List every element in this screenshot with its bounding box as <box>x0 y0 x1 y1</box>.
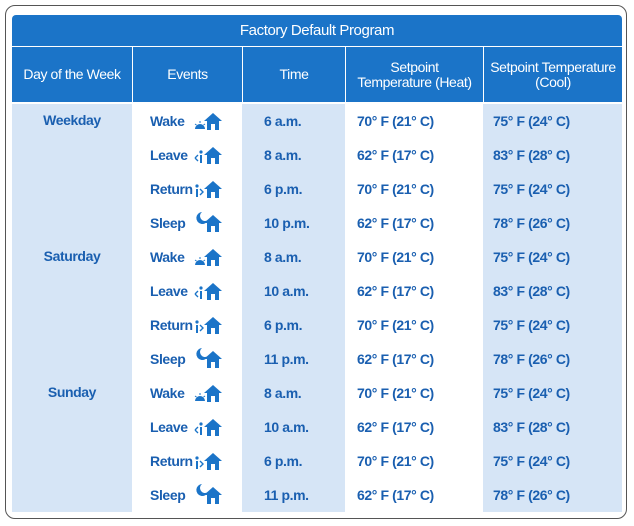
cool-setpoint: 78° F (26° C) <box>483 342 622 376</box>
cool-setpoint: 83° F (28° C) <box>483 138 622 172</box>
heat-setpoint: 70° F (21° C) <box>345 308 483 342</box>
heat-setpoint: 70° F (21° C) <box>345 172 483 206</box>
event-icon <box>194 113 222 130</box>
column-header: Day of the Week <box>12 47 132 102</box>
heat-setpoint: 62° F (17° C) <box>345 206 483 240</box>
cool-setpoint: 75° F (24° C) <box>483 240 622 274</box>
table-frame <box>5 5 627 519</box>
time: 11 p.m. <box>242 478 345 512</box>
event: Return <box>132 308 242 342</box>
time: 6 p.m. <box>242 308 345 342</box>
heat-setpoint: 70° F (21° C) <box>345 240 483 274</box>
event-icon <box>195 453 222 470</box>
event: Leave <box>132 138 242 172</box>
cool-setpoint: 83° F (28° C) <box>483 274 622 308</box>
cool-setpoint: 78° F (26° C) <box>483 478 622 512</box>
event-icon <box>196 348 222 368</box>
time: 8 a.m. <box>242 376 345 410</box>
day-cell: Weekday <box>12 104 132 240</box>
event: Leave <box>132 274 242 308</box>
time: 10 p.m. <box>242 206 345 240</box>
event: Leave <box>132 410 242 444</box>
heat-setpoint: 62° F (17° C) <box>345 274 483 308</box>
event: Wake <box>132 240 242 274</box>
heat-setpoint: 62° F (17° C) <box>345 478 483 512</box>
event: Wake <box>132 376 242 410</box>
time: 6 a.m. <box>242 104 345 138</box>
event-icon <box>195 181 222 198</box>
heat-setpoint: 70° F (21° C) <box>345 376 483 410</box>
column-header: Events <box>133 47 242 102</box>
event-icon <box>194 147 222 164</box>
column-header: Setpoint Temperature (Heat) <box>346 47 483 102</box>
cool-setpoint: 78° F (26° C) <box>483 206 622 240</box>
event-icon <box>194 419 222 436</box>
cool-setpoint: 75° F (24° C) <box>483 444 622 478</box>
time: 6 p.m. <box>242 172 345 206</box>
heat-setpoint: 62° F (17° C) <box>345 138 483 172</box>
event-icon <box>196 484 222 504</box>
event: Sleep <box>132 478 242 512</box>
day-cell: Saturday <box>12 240 132 376</box>
time: 8 a.m. <box>242 138 345 172</box>
event: Sleep <box>132 342 242 376</box>
column-header: Time <box>243 47 345 102</box>
heat-setpoint: 62° F (17° C) <box>345 342 483 376</box>
cool-setpoint: 75° F (24° C) <box>483 308 622 342</box>
event: Return <box>132 444 242 478</box>
event-icon <box>194 249 222 266</box>
column-header: Setpoint Temperature (Cool) <box>484 47 622 102</box>
time: 10 a.m. <box>242 410 345 444</box>
event-icon <box>195 317 222 334</box>
heat-setpoint: 70° F (21° C) <box>345 444 483 478</box>
cool-setpoint: 75° F (24° C) <box>483 172 622 206</box>
cool-setpoint: 75° F (24° C) <box>483 376 622 410</box>
cool-setpoint: 83° F (28° C) <box>483 410 622 444</box>
cool-setpoint: 75° F (24° C) <box>483 104 622 138</box>
event: Return <box>132 172 242 206</box>
time: 8 a.m. <box>242 240 345 274</box>
event-icon <box>196 212 222 232</box>
time: 11 p.m. <box>242 342 345 376</box>
time: 6 p.m. <box>242 444 345 478</box>
event: Wake <box>132 104 242 138</box>
event: Sleep <box>132 206 242 240</box>
heat-setpoint: 62° F (17° C) <box>345 410 483 444</box>
table-title: Factory Default Program <box>12 15 622 46</box>
event-icon <box>194 283 222 300</box>
time: 10 a.m. <box>242 274 345 308</box>
day-cell: Sunday <box>12 376 132 512</box>
event-icon <box>194 385 222 402</box>
heat-setpoint: 70° F (21° C) <box>345 104 483 138</box>
